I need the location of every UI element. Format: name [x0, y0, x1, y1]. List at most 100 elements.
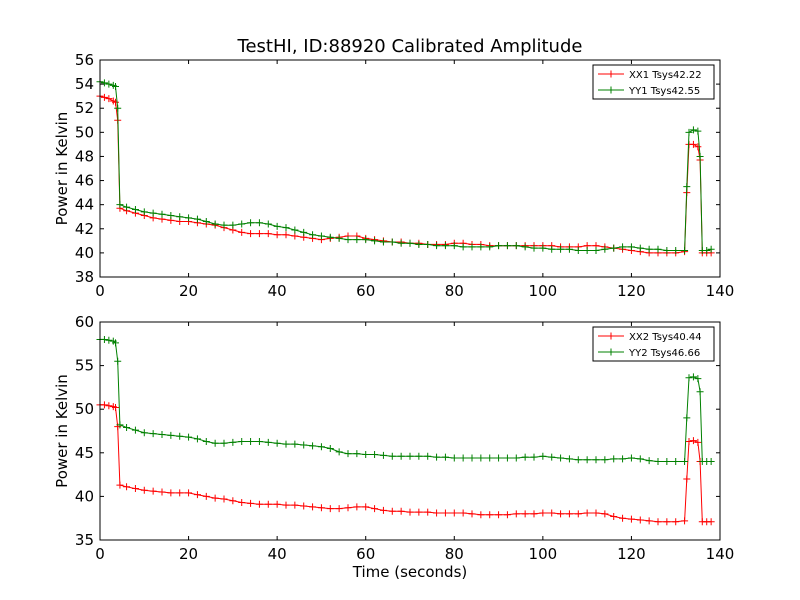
data-point	[388, 238, 396, 246]
data-point	[521, 510, 529, 518]
data-point	[158, 488, 166, 496]
data-point	[317, 232, 325, 240]
data-point	[317, 443, 325, 451]
data-point	[694, 438, 702, 446]
data-point	[689, 140, 697, 148]
data-point	[238, 220, 246, 228]
data-point	[140, 486, 148, 494]
data-point	[247, 219, 255, 227]
data-point	[105, 80, 113, 88]
data-point	[415, 240, 423, 248]
data-point	[441, 509, 449, 517]
data-point	[672, 518, 680, 526]
data-point	[707, 245, 715, 253]
y-tick-label: 48	[75, 147, 94, 165]
data-point	[503, 242, 511, 250]
data-point	[654, 518, 662, 526]
legend-marker	[607, 70, 615, 78]
series-1	[96, 401, 715, 526]
data-point	[645, 457, 653, 465]
data-point	[300, 502, 308, 510]
data-point	[433, 453, 441, 461]
data-point	[379, 506, 387, 514]
data-point	[663, 246, 671, 254]
data-point	[627, 515, 635, 523]
data-point	[619, 243, 627, 251]
data-point	[627, 243, 635, 251]
data-point	[176, 489, 184, 497]
x-tick-label: 80	[445, 545, 464, 563]
data-point	[539, 509, 547, 517]
data-point	[362, 451, 370, 459]
y-tick-label: 60	[75, 313, 94, 331]
data-point	[176, 213, 184, 221]
chart-title: TestHI, ID:88920 Calibrated Amplitude	[237, 36, 583, 57]
data-point	[530, 510, 538, 518]
x-tick-label: 120	[617, 545, 646, 563]
data-point	[176, 432, 184, 440]
data-point	[495, 242, 503, 250]
data-point	[149, 209, 157, 217]
data-point	[326, 444, 334, 452]
legend-marker	[607, 348, 615, 356]
x-axis-label: Time (seconds)	[352, 563, 468, 581]
data-point	[574, 510, 582, 518]
data-point	[282, 440, 290, 448]
legend-box	[592, 64, 715, 100]
data-point	[574, 456, 582, 464]
data-point	[703, 246, 711, 254]
data-point	[116, 201, 124, 209]
data-point	[112, 98, 119, 106]
data-point	[388, 507, 396, 515]
legend-label: XX1 Tsys42.22	[629, 70, 702, 81]
data-point	[264, 230, 272, 238]
y-tick-label: 44	[75, 196, 94, 214]
x-tick-label: 40	[268, 545, 287, 563]
data-point	[167, 489, 175, 497]
data-point	[158, 210, 166, 218]
data-point	[167, 431, 175, 439]
data-point	[512, 242, 520, 250]
data-point	[211, 494, 219, 502]
data-point	[371, 237, 379, 245]
data-point	[116, 481, 124, 489]
data-point	[255, 500, 263, 508]
data-point	[503, 511, 511, 519]
data-point	[468, 243, 476, 251]
y-tick-label: 40	[75, 487, 94, 505]
data-point	[683, 475, 691, 483]
data-point	[273, 231, 281, 239]
data-point	[211, 220, 219, 228]
series-line	[100, 404, 712, 523]
data-point	[654, 245, 662, 253]
data-point	[503, 454, 511, 462]
data-point	[486, 243, 494, 251]
data-point	[326, 505, 334, 513]
axes-frame	[99, 321, 721, 541]
data-point	[114, 357, 122, 365]
data-point	[406, 508, 414, 516]
data-point	[696, 388, 704, 396]
data-point	[424, 240, 432, 248]
data-point	[548, 509, 556, 517]
data-point	[477, 511, 485, 519]
data-point	[583, 246, 591, 254]
data-point	[459, 454, 467, 462]
data-point	[433, 509, 441, 517]
legend-box	[592, 326, 715, 362]
data-point	[548, 245, 556, 253]
data-point	[140, 208, 148, 216]
data-point	[344, 450, 352, 458]
data-point	[477, 454, 485, 462]
legend-label: YY1 Tsys42.55	[628, 86, 700, 97]
data-point	[610, 512, 618, 520]
data-point	[583, 456, 591, 464]
data-point	[685, 437, 693, 445]
data-point	[105, 336, 113, 344]
data-point	[282, 224, 290, 232]
data-point	[379, 451, 387, 459]
x-tick-label: 140	[706, 282, 735, 300]
data-point	[123, 424, 131, 432]
data-point	[610, 455, 618, 463]
data-point	[100, 335, 108, 343]
